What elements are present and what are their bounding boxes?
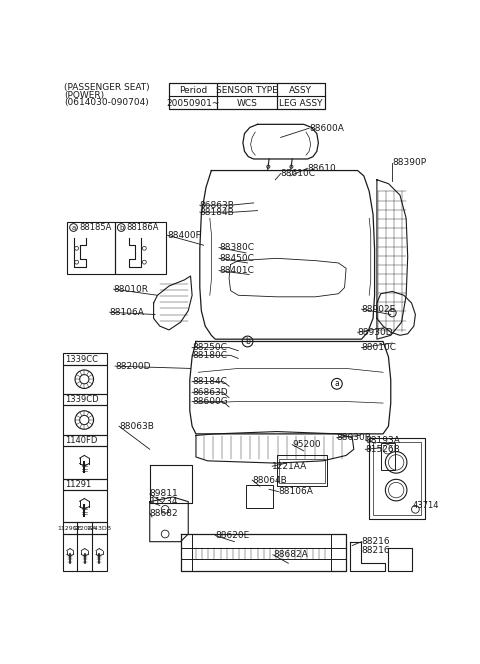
Text: 88106A: 88106A [110,307,144,317]
Bar [63,365,107,394]
Text: 88200D: 88200D [115,362,151,371]
Text: 88180C: 88180C [192,351,227,360]
Text: WCS: WCS [236,99,257,108]
Bar [63,435,107,446]
Text: LEG ASSY: LEG ASSY [279,99,323,108]
Text: 1140FD: 1140FD [65,436,97,446]
Text: ASSY: ASSY [289,86,312,94]
Text: 1220AA: 1220AA [72,526,97,531]
Text: 88186A: 88186A [127,223,159,232]
Circle shape [242,336,253,347]
Text: 11291: 11291 [65,480,91,489]
Text: a: a [335,379,339,388]
Text: 88610C: 88610C [281,169,316,178]
Text: 1339CD: 1339CD [65,396,99,404]
Bar [169,83,324,109]
Text: 88216: 88216 [361,546,390,555]
Text: 88216: 88216 [361,537,390,546]
Bar [381,443,395,470]
Text: (POWER): (POWER) [64,90,105,100]
Text: 88930D: 88930D [358,328,393,337]
Text: 86863B: 86863B [200,201,235,210]
Text: a: a [72,224,76,230]
Text: 88063B: 88063B [119,422,154,431]
Circle shape [332,378,342,389]
Text: 88450C: 88450C [219,254,254,263]
Text: 88401C: 88401C [219,266,254,275]
Text: b: b [119,224,123,230]
Text: 86863D: 86863D [192,388,228,397]
Text: (PASSENGER SEAT): (PASSENGER SEAT) [64,83,150,92]
Bar [63,479,107,490]
Text: 88184C: 88184C [192,377,227,386]
Text: 88380C: 88380C [219,243,254,252]
Bar [63,523,107,534]
Bar [63,353,107,365]
Text: 95200: 95200 [292,440,321,449]
Text: 1243DB: 1243DB [87,526,112,531]
Bar [169,83,217,109]
Text: 88030R: 88030R [337,433,372,442]
Text: 88010R: 88010R [114,285,149,293]
Text: 88902E: 88902E [361,305,396,313]
Text: Period: Period [179,86,207,94]
Bar [67,222,115,274]
Text: 88193A: 88193A [365,436,400,444]
Bar [63,406,107,435]
Text: 88600G: 88600G [192,397,228,406]
Bar [63,490,107,523]
Bar [217,83,277,109]
Text: 88620E: 88620E [215,531,250,540]
Text: 43714: 43714 [412,501,439,510]
Bar [63,394,107,406]
Bar [115,222,166,274]
Text: 88400F: 88400F [168,230,201,240]
Text: 1129GE: 1129GE [58,526,82,531]
Text: 11234: 11234 [150,497,178,506]
Text: 88184B: 88184B [200,208,235,216]
Text: 89811: 89811 [150,489,179,499]
Bar [279,459,324,483]
Bar [63,534,107,571]
Text: 88610: 88610 [308,164,336,173]
Text: 1339CC: 1339CC [65,355,98,364]
Text: 88600A: 88600A [309,124,344,133]
Text: 1221AA: 1221AA [272,461,307,471]
Text: (0614030-090704): (0614030-090704) [64,98,149,108]
Text: 20050901~: 20050901~ [166,99,219,108]
Text: 88682: 88682 [150,509,179,518]
Text: SENSOR TYPE: SENSOR TYPE [216,86,277,94]
Text: 88682A: 88682A [273,550,308,559]
Text: 88390P: 88390P [392,158,426,167]
Bar [277,83,324,109]
Bar [277,456,327,486]
Text: 88250C: 88250C [192,343,227,352]
Text: 88106A: 88106A [278,487,313,496]
Text: 88010C: 88010C [361,343,396,352]
Bar [246,485,273,508]
Text: 88185A: 88185A [79,223,111,232]
Text: 88064B: 88064B [252,475,287,485]
Text: 81526B: 81526B [365,445,400,454]
Bar [63,446,107,479]
Bar [373,442,421,515]
Text: b: b [245,337,250,346]
